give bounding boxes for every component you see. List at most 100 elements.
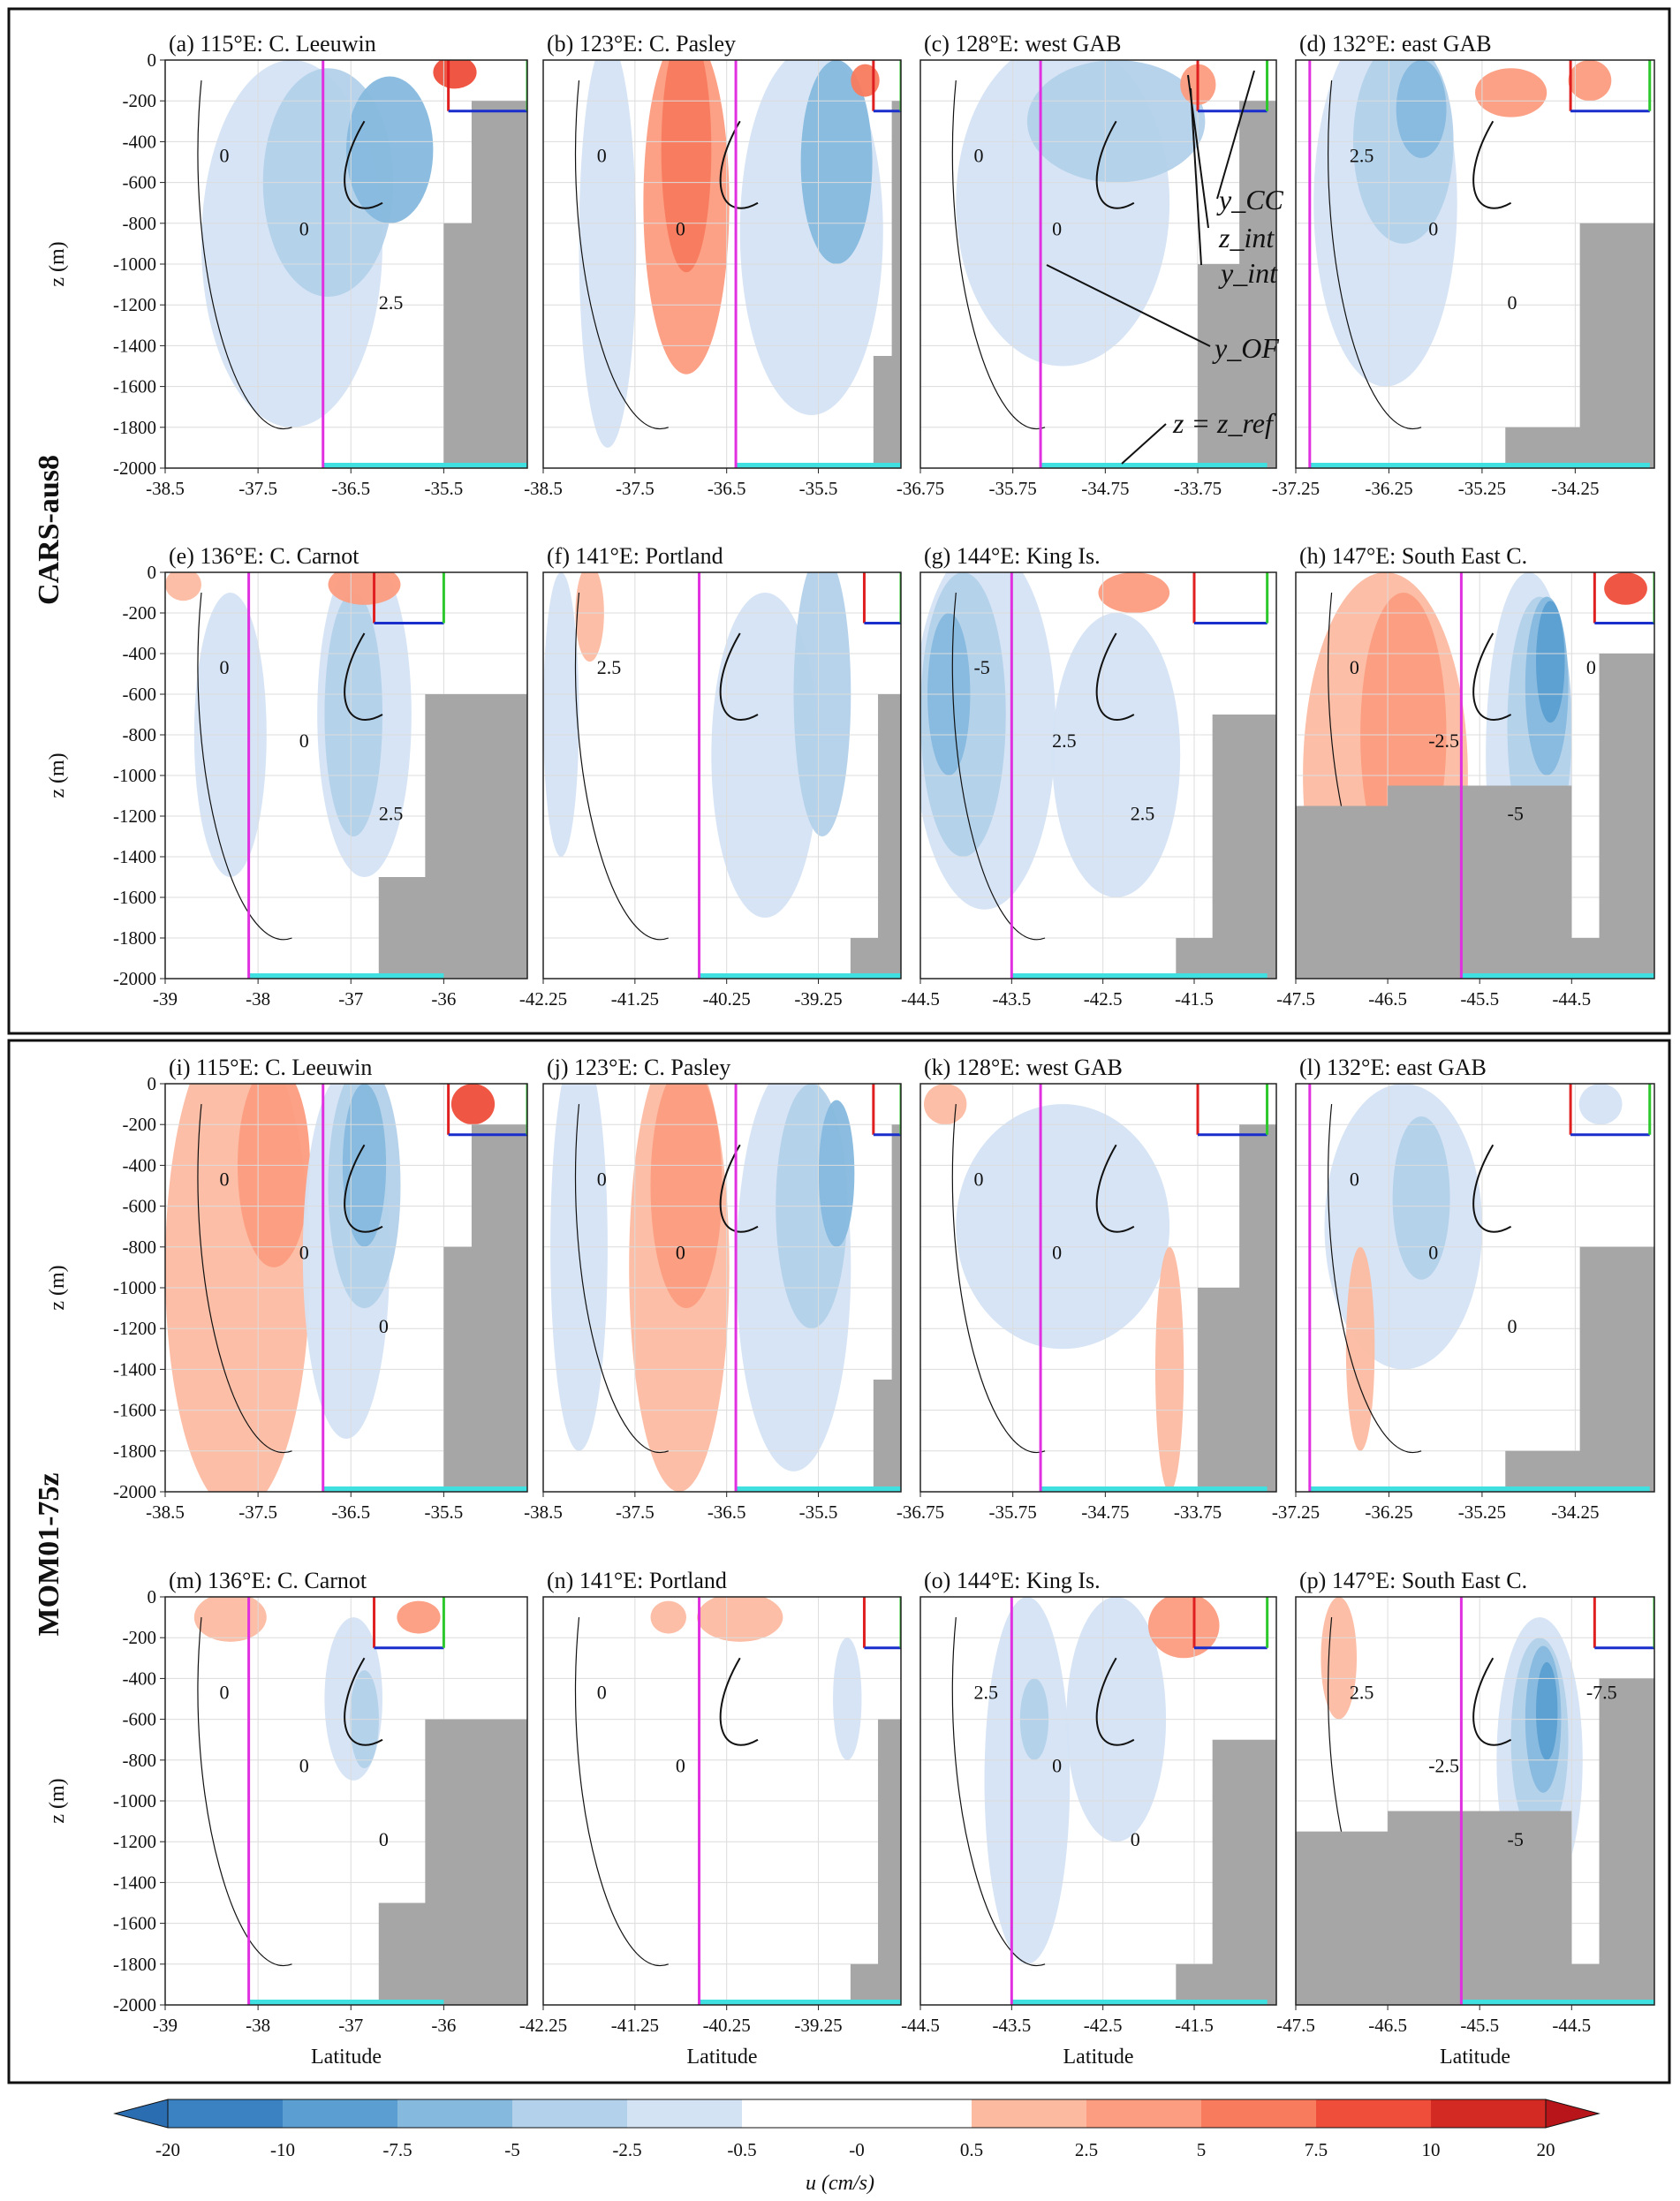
x-tick-label: -35.25 [1458,478,1506,499]
x-tick-label: -44.5 [901,2015,940,2036]
y-tick-label: -1600 [113,376,156,397]
y-tick-label: 0 [148,562,157,583]
panel-plot-area: 2.5 0 0 [920,1597,1276,2005]
shade-region [956,1104,1170,1350]
colorbar-tick-label: -20 [155,2139,180,2160]
x-tick-label: -34.75 [1081,478,1129,499]
panel-axes [542,59,902,469]
x-tick-label: -44.5 [901,988,940,1010]
y-tick-label: -200 [123,1627,157,1648]
panel-title: (b) 123°E: C. Pasley [547,31,736,57]
panel-11: 0 0 0 (l) 132°E: east GAB -37.25 -36.25 -35.25… [1272,1055,1655,1523]
topography [1505,1084,1654,1492]
contour-label: 2.5 [379,291,404,314]
contour-label: 0 [597,1169,607,1191]
contour-line-positive [1095,1144,1135,1233]
y-tick-label: -400 [123,1668,157,1689]
x-tick-label: -36.5 [708,478,746,499]
shade-region [793,572,851,836]
y-tick-label: -800 [123,1750,157,1771]
contour-label: 0 [299,730,309,752]
y-tick-label: -1200 [113,806,156,827]
panel-title: (e) 136°E: C. Carnot [169,543,359,569]
contour-label: 0 [1428,218,1438,240]
topography [378,1597,527,2005]
panel-title: (d) 132°E: east GAB [1299,31,1492,57]
contour-line-positive [1095,1657,1135,1746]
annot-yof: y_OF [1212,332,1279,364]
panel-14: 2.5 0 0 (o) 144°E: King Is. -44.5 -43.5 -42.5 -… [901,1568,1277,2069]
x-tick-label: -43.5 [992,2015,1031,2036]
panel-title: (k) 128°E: west GAB [924,1055,1123,1080]
x-tick-label: -41.5 [1175,988,1214,1010]
x-tick-label: -41.25 [611,988,659,1010]
x-tick-label: -35.25 [1458,1501,1506,1523]
topography [378,572,527,979]
contour-label: 0 [220,145,230,167]
contour-line-positive [719,120,759,209]
contour-label: 0 [1586,656,1596,678]
shade-region [579,60,637,448]
y-tick-label: -1400 [113,335,156,356]
panel-title: (p) 147°E: South East C. [1299,1568,1527,1593]
shade-region [328,572,401,605]
y-tick-label: -1000 [113,1790,156,1811]
x-tick-label: -37.5 [238,1501,277,1523]
contour-line-zero [951,1617,1046,1967]
panel-plot-area: 00 [920,60,1276,468]
shade-region [984,1597,1071,1964]
x-tick-label: -37 [338,988,363,1010]
panel-title: (l) 132°E: east GAB [1299,1055,1487,1080]
contour-line-positive [1095,632,1135,721]
shade-region [833,1638,862,1760]
y-tick-label: -600 [123,684,157,705]
y-tick-label: -2000 [113,458,156,479]
x-tick-label: -35.5 [425,1501,464,1523]
x-tick-label: -38 [246,2015,270,2036]
shade-region [711,593,819,918]
colorbar-segment [283,2099,397,2128]
panel-10: 00(k) 128°E: west GAB-36.75 -35.75 -34.75-… [897,1055,1277,1523]
y-tick-label: -800 [123,724,157,745]
contour-label: 2.5 [597,656,622,678]
panel-title: (h) 147°E: South East C. [1299,543,1527,569]
x-tick-label: -33.75 [1174,478,1222,499]
y-tick-label: -2000 [113,968,156,989]
topography [850,572,901,979]
colorbar-tick-label: 7.5 [1305,2139,1328,2160]
contour-label: 0 [676,1755,685,1777]
y-tick-label: -600 [123,1196,157,1217]
contour-line-zero [574,80,669,430]
y-axis-label: z (m) [46,241,69,286]
topography [1176,572,1276,979]
panel-plot-area: 002.5 [165,60,527,468]
contour-label: 0 [676,218,685,240]
y-tick-label: -800 [123,1237,157,1258]
panel-plot-area: 002.5 [165,572,527,979]
shade-region [1475,68,1548,117]
x-tick-label: -37.5 [238,478,277,499]
panel-axes [542,571,902,979]
x-axis-label: Latitude [687,2046,758,2069]
x-tick-label: -34.25 [1551,1501,1599,1523]
shade-region [1392,1116,1450,1280]
panel-axes [919,1083,1277,1493]
y-tick-label: -1800 [113,1441,156,1462]
contour-line-zero [1328,80,1422,430]
x-tick-label: -37.25 [1272,478,1320,499]
shade-region [818,1100,855,1247]
shade-region [1098,572,1170,613]
contour-line-positive [1472,120,1512,209]
panel-axes [1295,571,1655,979]
colorbar-segment [1086,2099,1201,2128]
y-tick-label: -1000 [113,765,156,786]
x-tick-label: -36.25 [1365,1501,1412,1523]
x-tick-label: -36 [431,2015,456,2036]
contour-line-positive [344,1144,383,1233]
shade-region [1604,572,1647,605]
x-tick-label: -36.5 [708,1501,746,1523]
contour-label: 0 [1052,1242,1062,1264]
colorbar-segment [857,2099,972,2128]
shade-region [1568,60,1612,102]
contour-label: -2.5 [1428,730,1459,752]
